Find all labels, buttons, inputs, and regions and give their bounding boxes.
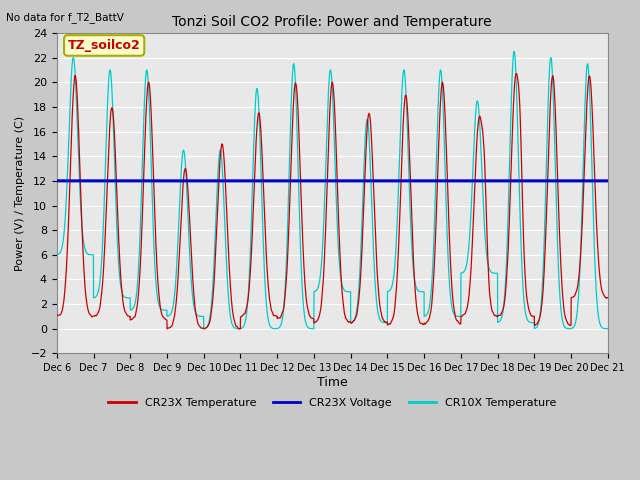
Y-axis label: Power (V) / Temperature (C): Power (V) / Temperature (C) xyxy=(15,116,25,271)
X-axis label: Time: Time xyxy=(317,376,348,389)
Text: TZ_soilco2: TZ_soilco2 xyxy=(68,39,141,52)
Title: Tonzi Soil CO2 Profile: Power and Temperature: Tonzi Soil CO2 Profile: Power and Temper… xyxy=(172,15,492,29)
Legend: CR23X Temperature, CR23X Voltage, CR10X Temperature: CR23X Temperature, CR23X Voltage, CR10X … xyxy=(104,393,561,412)
Text: No data for f_T2_BattV: No data for f_T2_BattV xyxy=(6,12,124,23)
